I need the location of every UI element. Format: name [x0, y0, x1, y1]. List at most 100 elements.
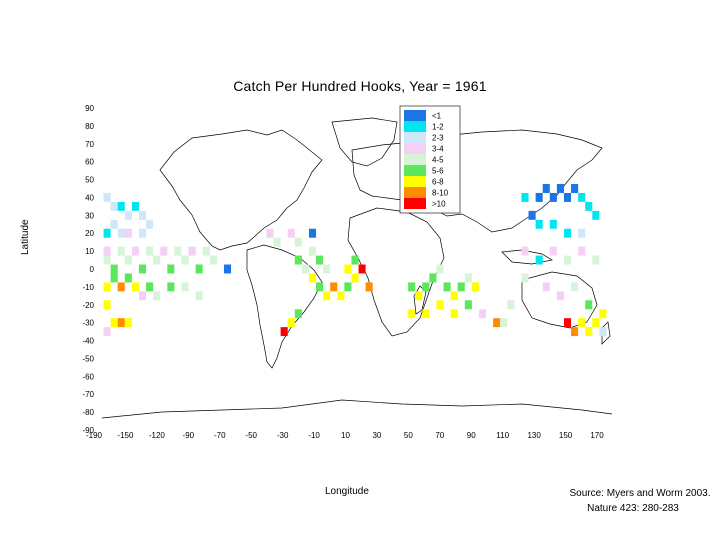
catch-cell	[493, 318, 501, 328]
catch-cell	[202, 246, 210, 256]
x-tick-label: 70	[435, 431, 444, 440]
x-tick-label: 50	[404, 431, 413, 440]
catch-cell	[280, 327, 288, 337]
catch-cell	[521, 246, 529, 256]
catch-cell	[117, 246, 125, 256]
catch-cell	[117, 282, 125, 292]
catch-cell	[330, 282, 338, 292]
catch-cell	[578, 192, 586, 202]
catch-cell	[464, 300, 472, 310]
catch-cell	[308, 273, 317, 283]
y-tick-label: 90	[85, 104, 94, 113]
catch-cell	[443, 282, 451, 292]
catch-cell	[153, 291, 161, 301]
catch-cell	[316, 282, 324, 292]
y-tick-label: -10	[82, 283, 94, 292]
catch-cell	[316, 255, 324, 265]
catch-cell	[436, 264, 444, 274]
catch-cell	[146, 219, 154, 229]
catch-cell	[103, 282, 111, 292]
catch-cell	[301, 264, 309, 274]
catch-cell	[549, 219, 557, 229]
catch-cell	[500, 318, 508, 328]
catch-cell	[422, 282, 430, 292]
x-tick-label: -70	[214, 431, 226, 440]
catch-cell	[110, 318, 118, 328]
continent-outlines	[101, 117, 612, 419]
catch-cell	[188, 246, 196, 256]
greenland-outline	[331, 117, 398, 167]
y-tick-label: 60	[85, 158, 94, 167]
catch-cell	[344, 282, 352, 292]
x-tick-label: -50	[245, 431, 257, 440]
catch-cell	[358, 264, 366, 274]
catch-cell	[457, 282, 465, 292]
x-tick-label: 110	[496, 431, 509, 440]
catch-cell	[585, 327, 593, 337]
catch-cell	[131, 201, 139, 211]
catch-cell	[124, 273, 132, 283]
catch-cell	[471, 282, 479, 292]
catch-cell	[429, 273, 437, 283]
legend-swatch	[404, 154, 426, 165]
catch-cell	[124, 228, 132, 238]
catch-cell	[535, 255, 543, 265]
catch-cells	[103, 184, 607, 337]
catch-cell	[507, 300, 515, 310]
catch-cell	[103, 300, 111, 310]
map-frame: <1 1-2 2-3 3-4 4-5 5-6 6-8 8-10 >10 90 80 70 60 50 40…	[82, 100, 612, 440]
y-tick-label: 70	[85, 140, 94, 149]
catch-cell	[266, 228, 274, 238]
catch-cell	[138, 228, 147, 238]
catch-cell	[351, 255, 359, 265]
legend-swatch	[404, 176, 426, 187]
antarctica-outline	[101, 399, 612, 419]
catch-cell	[167, 264, 175, 274]
catch-cell	[521, 273, 529, 283]
catch-cell	[174, 246, 182, 256]
y-tick-label: -50	[82, 354, 94, 363]
catch-cell	[351, 273, 359, 283]
y-tick-label: 80	[85, 122, 94, 131]
catch-cell	[337, 291, 345, 301]
legend: <1 1-2 2-3 3-4 4-5 5-6 6-8 8-10 >10	[399, 105, 461, 214]
catch-cell	[117, 228, 125, 238]
x-tick-label: -120	[149, 431, 166, 440]
legend-swatch	[404, 121, 426, 132]
y-tick-label: -80	[82, 408, 94, 417]
catch-cell	[578, 246, 586, 256]
catch-cell	[110, 201, 118, 211]
catch-cell	[344, 264, 352, 274]
legend-label: 1-2	[432, 123, 444, 132]
catch-cell	[549, 192, 557, 202]
y-tick-label: -20	[82, 301, 94, 310]
map-plot: <1 1-2 2-3 3-4 4-5 5-6 6-8 8-10 >10 90 80 70 60 50 40…	[82, 104, 612, 440]
y-tick-label: 20	[85, 229, 94, 238]
x-tick-label: -30	[277, 431, 289, 440]
catch-cell	[450, 291, 458, 301]
catch-cell	[273, 237, 281, 247]
catch-cell	[146, 246, 154, 256]
catch-cell	[287, 228, 295, 238]
legend-swatch	[404, 110, 426, 121]
catch-cell	[571, 327, 579, 337]
catch-cell	[599, 309, 607, 319]
catch-cell	[323, 264, 331, 274]
catch-cell	[571, 184, 579, 193]
catch-cell	[110, 273, 118, 283]
x-tick-label: 130	[527, 431, 541, 440]
catch-cell	[131, 246, 139, 256]
catch-cell	[124, 255, 132, 265]
catch-cell	[103, 327, 111, 337]
catch-cell	[195, 264, 203, 274]
legend-label: 2-3	[432, 134, 444, 143]
x-tick-label: -190	[86, 431, 103, 440]
catch-cell	[408, 282, 416, 292]
y-tick-label: 0	[90, 265, 95, 274]
catch-cell	[124, 318, 132, 328]
catch-cell	[521, 192, 529, 202]
x-tick-label: 170	[590, 431, 604, 440]
catch-cell	[563, 228, 572, 238]
x-tick-label: 30	[372, 431, 381, 440]
y-tick-label: -70	[82, 390, 94, 399]
